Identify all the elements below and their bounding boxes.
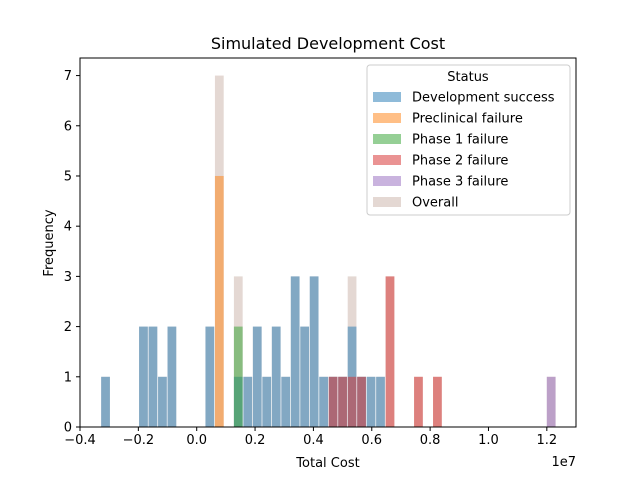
bar-phase-2-failure xyxy=(338,376,347,427)
legend-label-preclinical-failure: Preclinical failure xyxy=(412,112,523,127)
bar-phase-2-failure xyxy=(328,376,338,427)
bar-development-success xyxy=(148,326,158,427)
bar-development-success xyxy=(281,376,291,427)
bar-development-success xyxy=(139,326,148,427)
bar-development-success xyxy=(300,326,310,427)
bar-development-success xyxy=(271,326,281,427)
x-tick-label: −0.4 xyxy=(64,433,96,448)
y-tick-label: 7 xyxy=(64,69,72,84)
bar-development-success xyxy=(290,276,300,427)
x-tick-label: −0.2 xyxy=(123,433,155,448)
legend-swatch-development-success xyxy=(373,92,401,102)
bar-phase-3-failure xyxy=(546,376,556,427)
x-axis: −0.4 −0.2 0.0 0.2 0.4 0.6 0.8 1.0 1.2 xyxy=(64,427,557,448)
legend: Status Development success Preclinical fa… xyxy=(366,64,571,216)
legend-swatch-preclinical-failure xyxy=(373,113,401,123)
bars-layer xyxy=(101,75,556,427)
y-tick-label: 0 xyxy=(64,421,72,436)
legend-swatch-phase-3-failure xyxy=(373,176,401,186)
legend-swatch-phase-1-failure xyxy=(373,134,401,144)
bar-development-success xyxy=(319,376,328,427)
chart-title: Simulated Development Cost xyxy=(211,34,445,53)
bar-preclinical-failure xyxy=(214,175,224,427)
x-tick-label: 0.6 xyxy=(361,433,382,448)
bar-phase-2-failure xyxy=(385,276,395,427)
bar-development-success xyxy=(101,376,110,427)
y-tick-label: 5 xyxy=(64,169,72,184)
legend-items: Development success Preclinical failure Ph… xyxy=(373,91,555,211)
bar-development-success xyxy=(376,376,385,427)
legend-swatch-overall xyxy=(373,197,401,207)
legend-label-development-success: Development success xyxy=(412,91,555,106)
y-tick-label: 6 xyxy=(64,119,72,134)
bar-development-success xyxy=(243,376,253,427)
bar-development-success xyxy=(366,376,376,427)
legend-label-phase-3-failure: Phase 3 failure xyxy=(412,175,508,190)
y-tick-label: 3 xyxy=(64,270,72,285)
x-tick-label: 0.4 xyxy=(303,433,324,448)
y-axis-label: Frequency xyxy=(42,209,57,276)
bar-phase-2-failure xyxy=(433,376,442,427)
bar-phase-2-failure xyxy=(357,376,366,427)
bar-development-success xyxy=(205,326,215,427)
bar-phase-2-failure xyxy=(347,376,357,427)
legend-label-phase-2-failure: Phase 2 failure xyxy=(412,154,508,169)
bar-development-success xyxy=(262,376,272,427)
bar-development-success xyxy=(347,326,357,427)
bar-development-success xyxy=(309,276,319,427)
x-axis-offset-label: 1e7 xyxy=(551,455,576,470)
legend-swatch-phase-2-failure xyxy=(373,155,401,165)
x-tick-label: 1.0 xyxy=(478,433,499,448)
legend-title: Status xyxy=(447,70,489,85)
x-tick-label: 0.8 xyxy=(420,433,441,448)
legend-box xyxy=(366,64,571,216)
bar-phase-2-failure xyxy=(414,376,423,427)
bar-development-success xyxy=(167,326,177,427)
legend-label-phase-1-failure: Phase 1 failure xyxy=(412,133,508,148)
y-axis: 0 1 2 3 4 5 6 7 xyxy=(64,69,80,436)
y-tick-label: 2 xyxy=(64,320,72,335)
x-tick-label: 0.2 xyxy=(245,433,266,448)
plot-frame xyxy=(79,57,577,428)
y-tick-label: 4 xyxy=(64,220,72,235)
legend-label-overall: Overall xyxy=(412,196,458,211)
x-tick-label: 1.2 xyxy=(536,433,557,448)
x-tick-label: 0.0 xyxy=(186,433,207,448)
bar-development-success xyxy=(158,376,167,427)
y-tick-label: 1 xyxy=(64,370,72,385)
x-axis-label: Total Cost xyxy=(295,456,359,471)
bar-phase-1-failure xyxy=(233,326,243,427)
bar-development-success xyxy=(252,326,262,427)
